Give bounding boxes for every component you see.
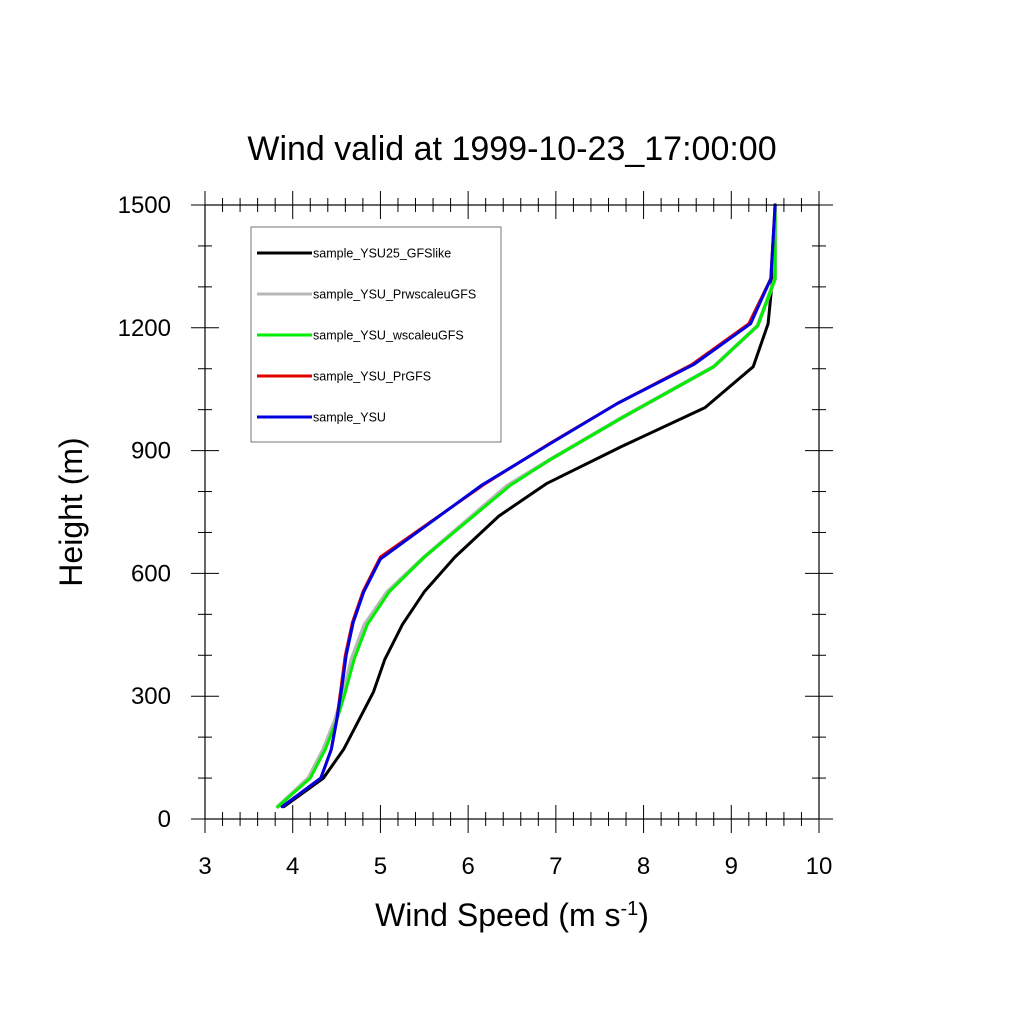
- x-tick-label: 8: [637, 853, 650, 880]
- x-tick-label: 6: [461, 853, 474, 880]
- series-lines: [275, 203, 778, 809]
- x-tick-label: 4: [286, 853, 299, 880]
- y-axis-label: Height (m): [53, 437, 89, 586]
- y-tick-label: 1500: [118, 192, 171, 219]
- x-tick-label: 5: [374, 853, 387, 880]
- x-tick-label: 9: [725, 853, 738, 880]
- series-line-sample-ysu: [280, 203, 777, 809]
- legend-label: sample_YSU_PrGFS: [313, 370, 431, 384]
- series-line-sample-ysu-wscaleugfs: [276, 203, 777, 809]
- legend: sample_YSU25_GFSlike sample_YSU_Prwscaleu…: [250, 226, 502, 443]
- x-axis-label-sup: -1: [620, 898, 638, 920]
- series-line-sample-ysu25-gfslike: [282, 203, 777, 809]
- y-tick-label: 0: [158, 806, 171, 833]
- legend-label: sample_YSU: [313, 411, 386, 425]
- chart-title: Wind valid at 1999-10-23_17:00:00: [247, 130, 776, 168]
- plot-frame: [204, 204, 820, 820]
- y-tick-label: 900: [131, 438, 171, 465]
- y-tick-label: 300: [131, 683, 171, 710]
- x-axis-label-end: ): [638, 897, 649, 933]
- x-axis-label-main: Wind Speed (m s: [375, 897, 620, 933]
- x-tick-label: 3: [198, 853, 211, 880]
- x-tick-label: 7: [549, 853, 562, 880]
- x-tick-label: 10: [806, 853, 833, 880]
- legend-label: sample_YSU_PrwscaleuGFS: [313, 288, 476, 302]
- legend-label: sample_YSU25_GFSlike: [313, 247, 451, 261]
- x-axis-label: Wind Speed (m s-1): [375, 897, 649, 933]
- y-tick-label: 600: [131, 560, 171, 587]
- legend-label: sample_YSU_wscaleuGFS: [313, 329, 464, 343]
- y-tick-label: 1200: [118, 315, 171, 342]
- tick-labels: 3 4 5 6 7 8 9 10 0 300 600 900 1200 1500: [118, 192, 833, 880]
